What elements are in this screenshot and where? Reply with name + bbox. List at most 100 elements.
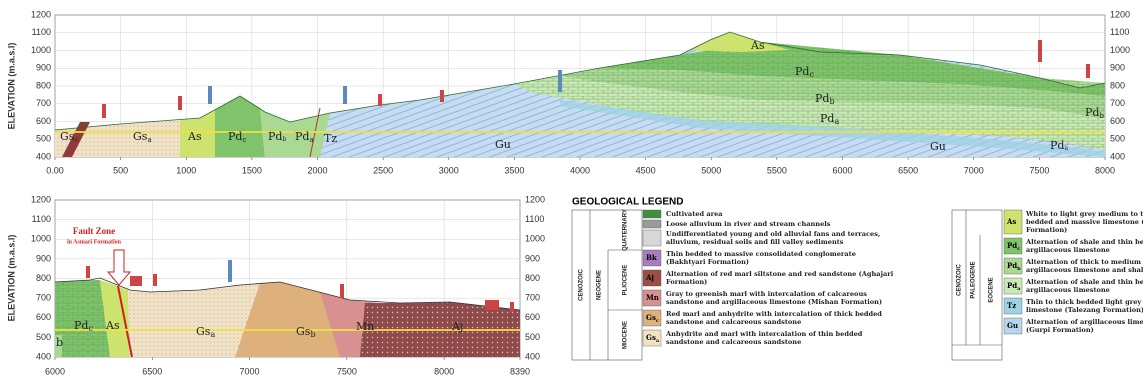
- legend-text: (Bakhtyari Formation): [666, 258, 749, 266]
- x-tick-label: 3500: [504, 165, 524, 175]
- legend-text: Formation): [1026, 226, 1067, 234]
- legend-text: argillaceous limestone and shale: [1026, 266, 1143, 274]
- y-tick-label: 900: [36, 253, 51, 263]
- legend-text: Gray to greenish marl with intercalation…: [666, 290, 867, 298]
- y-tick-label-right: 1100: [1110, 27, 1129, 37]
- unit-label: As: [187, 130, 202, 143]
- era-label: NEOGENE: [597, 270, 603, 300]
- legend-text: alluvium, residual soils and fill valley…: [666, 238, 844, 246]
- legend-symbol-text: Mn: [646, 293, 659, 302]
- y-tick-label: 900: [36, 63, 51, 73]
- y-tick-label-right: 900: [1110, 63, 1125, 73]
- legend-symbol-text: Tz: [1007, 301, 1016, 310]
- legend-text: argillaceous limestone: [1026, 246, 1110, 254]
- y-tick-label-right: 600: [1110, 116, 1125, 126]
- y-tick-label: 1000: [31, 234, 51, 244]
- x-tick-label: 3000: [439, 165, 459, 175]
- legend-symbol: Bk: [646, 253, 657, 262]
- legend-text: Alternation of shale and thin bedded: [1025, 278, 1143, 286]
- legend-text: Alternation of red marl siltstone and re…: [665, 270, 894, 278]
- y-tick-label-right: 800: [525, 273, 540, 283]
- legend-text: White to light grey medium to thick: [1025, 210, 1143, 218]
- legend-text: Alternation of argillaceous limestone an…: [1025, 318, 1143, 326]
- y-tick-label-right: 500: [1110, 134, 1125, 144]
- legend-swatch: [643, 230, 661, 246]
- legend-symbol-text: Gs: [646, 333, 656, 342]
- legend: GEOLOGICAL LEGEND CENOZOIC NEOGENE QUATE…: [572, 197, 1143, 360]
- legend-symbol-sub: c: [1017, 246, 1020, 252]
- legend-symbol-text: Aj: [645, 273, 654, 282]
- y-tick-label-right: 400: [525, 351, 540, 361]
- y-tick-label: 600: [36, 312, 51, 322]
- y-tick-label-right: 500: [525, 332, 540, 342]
- unit-label: Gu: [930, 140, 946, 153]
- x-tick-label: 2500: [373, 165, 393, 175]
- x-tick-label: 4500: [636, 165, 656, 175]
- legend-symbol: Gu: [1007, 321, 1018, 330]
- fault-zone-title: Fault Zone: [73, 226, 115, 236]
- legend-text: Thin bedded to massive consolidated cong…: [666, 250, 856, 258]
- top-section: Gsa Gsa As Pdc Pdb Pda Tz Gu As Pdc Pdb …: [6, 15, 1105, 160]
- x-tick-label: 6000: [45, 366, 65, 376]
- y-tick-label: 500: [36, 332, 51, 342]
- legend-swatch: [643, 210, 661, 218]
- y-tick-label-right: 1000: [525, 234, 545, 244]
- unit-label: Tz: [324, 132, 337, 145]
- legend-text: Red marl and anhydrite with intercalatio…: [666, 310, 882, 318]
- legend-text: bedded and massive limestone (Asmari: [1026, 218, 1143, 226]
- unit-label: As: [105, 319, 120, 332]
- x-tick-label: 6000: [832, 165, 852, 175]
- legend-symbol: Mn: [646, 293, 659, 302]
- y-tick-label: 1000: [31, 45, 51, 55]
- legend-symbol-text: Pd: [1007, 261, 1017, 270]
- legend-symbol-sub: c: [656, 318, 659, 324]
- x-tick-label: 6500: [898, 165, 918, 175]
- legend-symbol: As: [1006, 217, 1016, 226]
- legend-symbol-text: As: [1006, 217, 1016, 226]
- y-tick-label: 1200: [31, 194, 51, 204]
- y-tick-label: 1200: [31, 9, 51, 19]
- x-tick-label: 4000: [570, 165, 590, 175]
- legend-text: argillaceous limestone: [1026, 286, 1110, 294]
- x-tick-label: 8000: [434, 366, 454, 376]
- y-tick-label: 400: [36, 151, 51, 161]
- y-tick-label-right: 400: [1110, 151, 1125, 161]
- legend-symbol: Aj: [645, 273, 654, 282]
- unit-label: Mn: [356, 320, 374, 333]
- legend-symbol-sub: b: [1017, 266, 1021, 272]
- legend-symbol-text: Pd: [1007, 281, 1017, 290]
- y-tick-label-right: 700: [1110, 98, 1125, 108]
- unit-label: Gu: [495, 138, 511, 151]
- y-tick-label-right: 800: [1110, 80, 1125, 90]
- legend-text: (Gurpi Formation): [1026, 326, 1094, 334]
- x-tick-label: 8000: [1095, 165, 1115, 175]
- legend-text: Undifferentiated young and old alluvial …: [666, 230, 880, 238]
- legend-text: sandstone and calcareous sandstone: [666, 318, 801, 326]
- x-tick-label: 5000: [701, 165, 721, 175]
- x-tick-label: 500: [113, 165, 128, 175]
- x-tick-label: 1500: [242, 165, 262, 175]
- legend-swatch: [643, 220, 661, 228]
- legend-text: sandstone and calcareous sandstone: [666, 338, 801, 346]
- unit-label: Aj: [451, 320, 463, 333]
- legend-text: Thin to thick bedded light grey: [1026, 298, 1141, 306]
- y-axis-label: ELEVATION (m.a.s.l): [6, 43, 16, 130]
- x-tick-label: 7000: [964, 165, 984, 175]
- y-tick-label: 500: [36, 134, 51, 144]
- era-label: CENOZOIC: [957, 264, 963, 296]
- legend-text: Alternation of thick to medium: [1025, 258, 1141, 266]
- y-tick-label-right: 1200: [1110, 9, 1130, 19]
- legend-title: GEOLOGICAL LEGEND: [572, 197, 684, 208]
- y-tick-label: 400: [36, 351, 51, 361]
- legend-text: Loose alluvium in river and stream chann…: [666, 220, 831, 228]
- x-tick-label: 7500: [337, 366, 357, 376]
- y-tick-label-right: 1100: [525, 214, 544, 224]
- legend-symbol-text: Gs: [646, 313, 656, 322]
- y-tick-label-right: 900: [525, 253, 540, 263]
- legend-text: Alternation of shale and thin bedded: [1025, 238, 1143, 246]
- bottom-section: Fault Zone in Asmari Formation b Pdc As …: [6, 200, 520, 360]
- era-label: MIOCENE: [623, 321, 629, 349]
- legend-text: Formation): [666, 278, 707, 286]
- era-label: EOCENE: [989, 277, 995, 302]
- y-tick-label: 600: [36, 116, 51, 126]
